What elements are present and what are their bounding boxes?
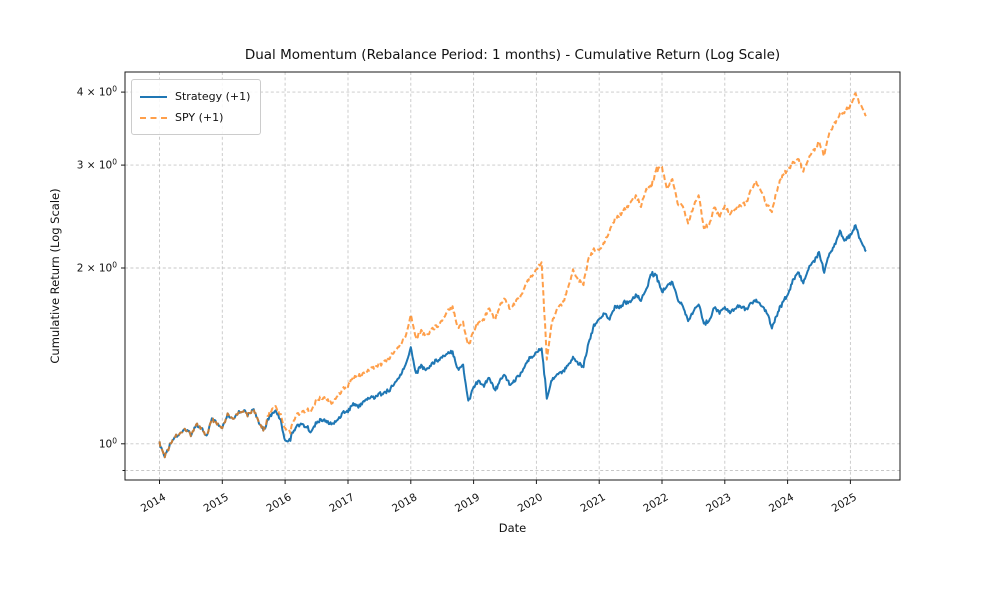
svg-text:2022: 2022 <box>641 491 670 515</box>
legend-item-spy: SPY (+1) <box>140 107 250 128</box>
svg-text:100: 100 <box>99 436 117 450</box>
x-axis-label: Date <box>498 521 527 535</box>
legend-label-spy: SPY (+1) <box>175 111 224 124</box>
legend-label-strategy: Strategy (+1) <box>175 90 251 103</box>
svg-text:2014: 2014 <box>139 491 168 515</box>
svg-text:2019: 2019 <box>453 491 482 515</box>
strategy-line-sample-icon <box>140 95 167 98</box>
svg-text:2023: 2023 <box>704 491 733 515</box>
svg-text:4 × 100: 4 × 100 <box>77 85 118 99</box>
svg-text:2021: 2021 <box>579 491 608 515</box>
svg-text:2015: 2015 <box>202 491 231 515</box>
legend-item-strategy: Strategy (+1) <box>140 86 250 107</box>
svg-text:2018: 2018 <box>390 491 419 515</box>
legend: Strategy (+1) SPY (+1) <box>131 79 262 135</box>
svg-text:2024: 2024 <box>767 491 796 515</box>
svg-text:2025: 2025 <box>830 491 859 515</box>
chart-title: Dual Momentum (Rebalance Period: 1 month… <box>244 47 781 63</box>
y-axis-label: Cumulative Return (Log Scale) <box>48 188 62 364</box>
spy-line-sample-icon <box>140 116 167 119</box>
svg-text:2016: 2016 <box>264 491 293 515</box>
svg-text:2017: 2017 <box>327 491 356 515</box>
svg-text:2020: 2020 <box>516 491 545 515</box>
svg-text:3 × 100: 3 × 100 <box>77 158 118 172</box>
svg-text:2 × 100: 2 × 100 <box>77 261 118 275</box>
